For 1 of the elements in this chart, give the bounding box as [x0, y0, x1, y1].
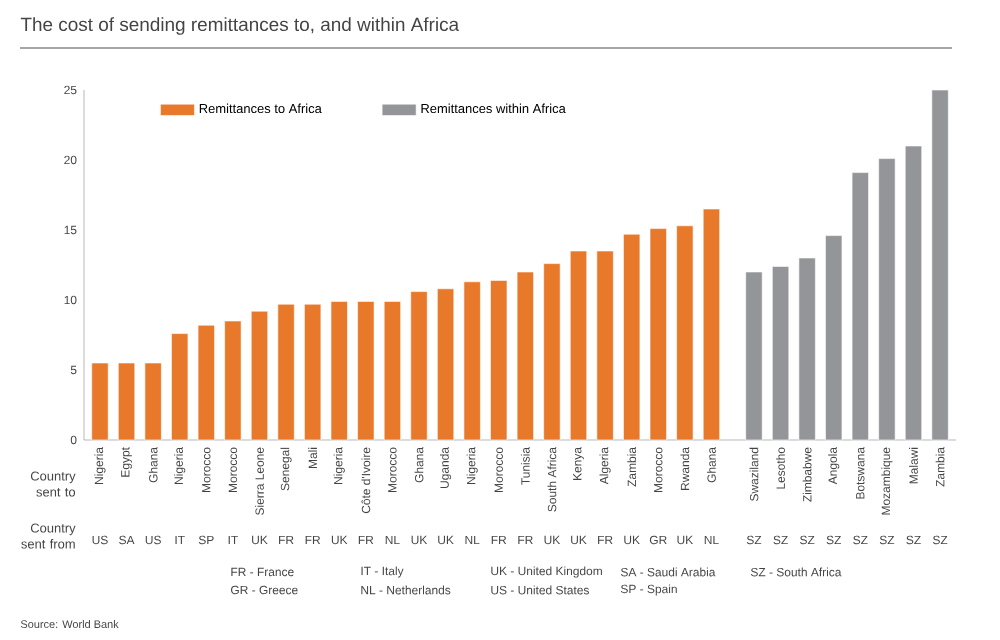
chart-title: The cost of sending remittances to, and within Africa — [20, 17, 460, 35]
